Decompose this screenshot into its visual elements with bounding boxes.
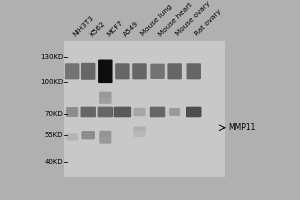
FancyBboxPatch shape [187,63,201,79]
Text: 70KD: 70KD [44,111,63,117]
Text: A549: A549 [122,20,140,37]
FancyBboxPatch shape [66,107,78,117]
Text: Mouse heart: Mouse heart [158,1,194,37]
Text: Mouse lung: Mouse lung [140,4,173,37]
FancyBboxPatch shape [134,127,146,134]
Text: Mouse ovary: Mouse ovary [175,1,212,37]
FancyBboxPatch shape [65,63,80,79]
Text: MCF7: MCF7 [105,19,124,37]
Text: 130KD: 130KD [40,54,63,60]
FancyBboxPatch shape [150,64,165,79]
FancyBboxPatch shape [98,60,112,83]
FancyBboxPatch shape [134,108,146,116]
Text: MMP11: MMP11 [228,123,255,132]
FancyBboxPatch shape [186,107,202,117]
FancyBboxPatch shape [99,131,111,138]
Text: NIH3T3: NIH3T3 [72,14,95,37]
Text: K562: K562 [88,20,106,37]
FancyBboxPatch shape [99,92,112,99]
FancyBboxPatch shape [99,97,112,104]
FancyBboxPatch shape [115,63,130,79]
FancyBboxPatch shape [98,107,113,117]
Text: Rat ovary: Rat ovary [194,9,223,37]
FancyBboxPatch shape [99,137,111,144]
Text: 40KD: 40KD [44,159,63,165]
Text: 100KD: 100KD [40,79,63,85]
FancyBboxPatch shape [114,107,131,117]
FancyBboxPatch shape [167,63,182,79]
FancyBboxPatch shape [66,133,78,141]
FancyBboxPatch shape [81,63,95,80]
FancyBboxPatch shape [132,63,147,79]
Text: 55KD: 55KD [45,132,63,138]
FancyBboxPatch shape [134,130,146,137]
FancyBboxPatch shape [80,107,96,117]
FancyBboxPatch shape [169,108,180,116]
FancyBboxPatch shape [150,107,165,117]
FancyBboxPatch shape [82,131,95,139]
Bar [64,41,225,177]
